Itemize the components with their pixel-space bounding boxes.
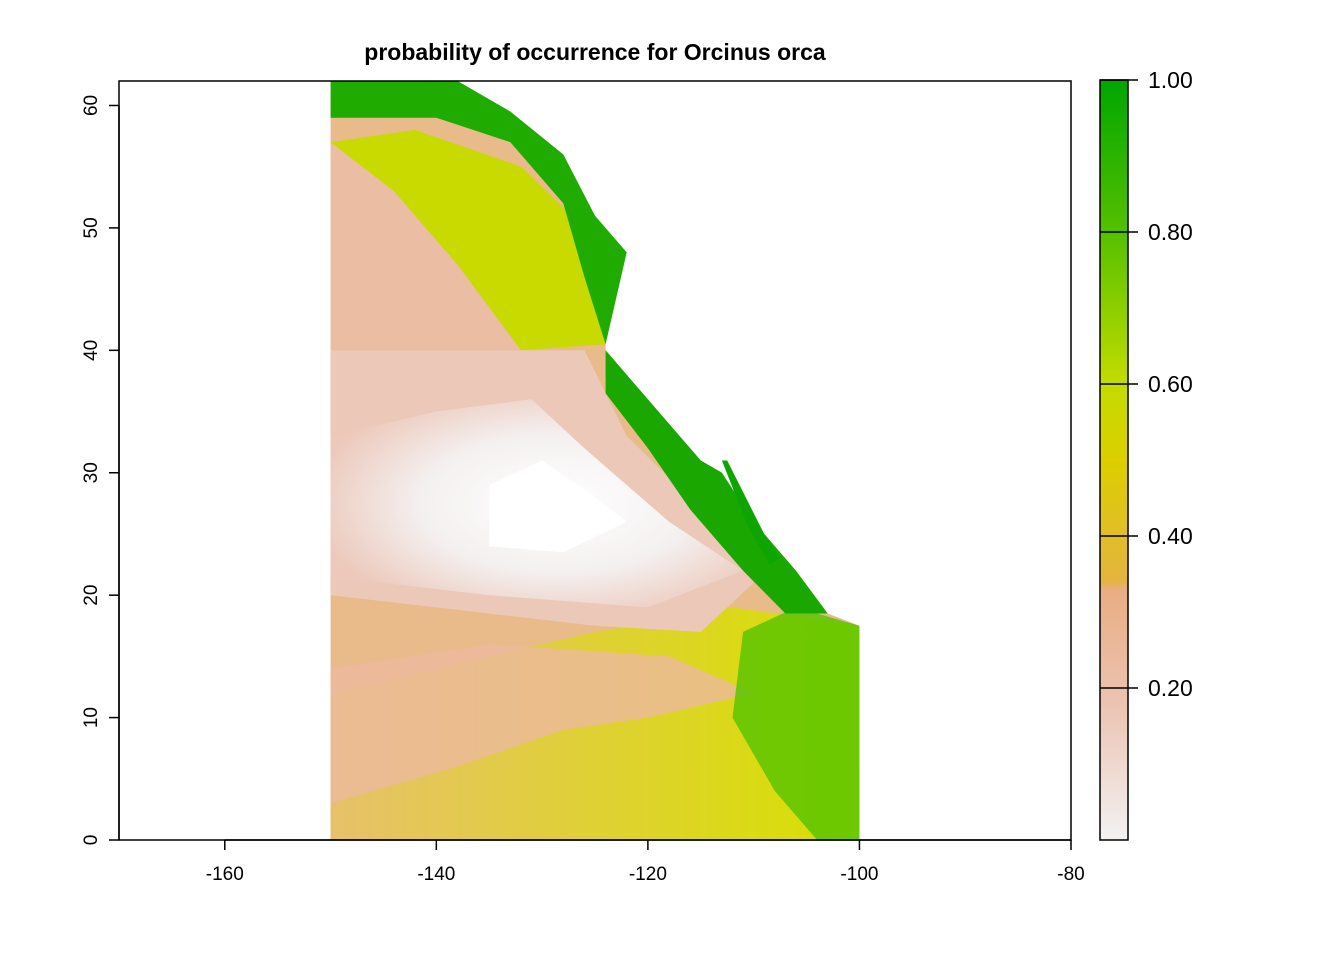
heatmap-north-yellow — [330, 130, 606, 351]
x-axis: -160 -140 -120 -100 -80 — [206, 839, 1085, 885]
heatmap-east-green — [732, 607, 860, 840]
legend-tick-label: 0.80 — [1148, 219, 1193, 245]
chart-title: probability of occurrence for Orcinus or… — [364, 39, 826, 65]
legend-tick-label: 0.40 — [1148, 523, 1193, 549]
x-tick-label: -100 — [840, 864, 878, 885]
heatmap-south-salmon — [330, 644, 754, 804]
legend-tick-label: 1.00 — [1148, 67, 1193, 93]
legend-tick-label: 0.20 — [1148, 675, 1193, 701]
y-tick-label: 0 — [81, 835, 102, 846]
heatmap-zero-core — [489, 460, 627, 553]
legend-colorbar — [1099, 79, 1129, 841]
y-tick-label: 60 — [81, 95, 102, 116]
y-tick-label: 20 — [81, 585, 102, 606]
x-tick-label: -140 — [417, 864, 455, 885]
heatmap-gulf-green — [721, 460, 781, 565]
y-tick-label: 50 — [81, 217, 102, 238]
y-tick-label: 30 — [81, 462, 102, 483]
heatmap-layer — [330, 81, 860, 840]
color-legend: 0.20 0.40 0.60 0.80 1.00 — [1099, 67, 1193, 841]
y-axis: 0 10 20 30 40 50 60 — [81, 95, 120, 846]
x-tick-label: -160 — [206, 864, 244, 885]
legend-tick-label: 0.60 — [1148, 371, 1193, 397]
x-tick-label: -80 — [1057, 864, 1084, 885]
y-tick-label: 10 — [81, 707, 102, 728]
heatmap-north-pink — [330, 142, 521, 351]
heatmap-north-coastal-green — [330, 81, 627, 345]
legend-ticks: 0.20 0.40 0.60 0.80 1.00 — [1100, 67, 1193, 701]
x-tick-label: -120 — [629, 864, 667, 885]
y-tick-label: 40 — [81, 340, 102, 361]
